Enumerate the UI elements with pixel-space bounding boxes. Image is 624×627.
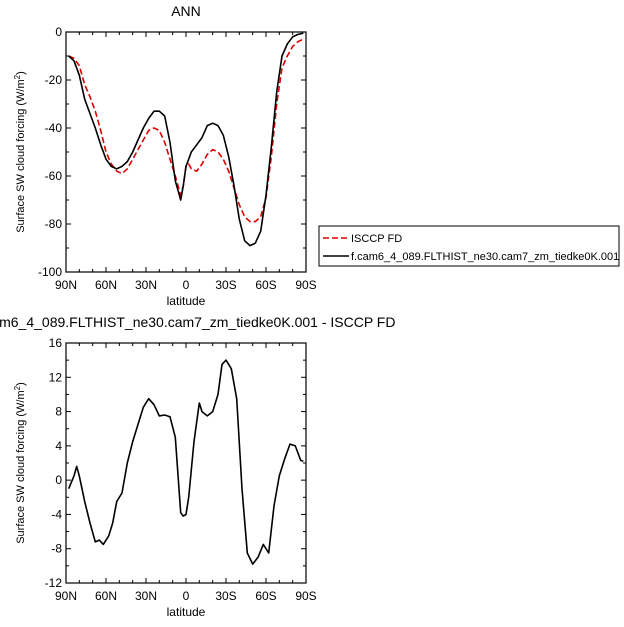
legend: ISCCP FD f.cam6_4_089.FLTHIST_ne30.cam7_z… xyxy=(318,225,620,267)
y-tick-label: -20 xyxy=(45,73,63,87)
x-tick-label: 30N xyxy=(135,589,157,603)
x-tick-label: 30S xyxy=(215,589,236,603)
x-axis-label: latitude xyxy=(167,294,206,308)
legend-entry-label: f.cam6_4_089.FLTHIST_ne30.cam7_zm_tiedke… xyxy=(351,251,619,263)
x-tick-label: 90N xyxy=(55,278,77,292)
y-axis-label-main: Surface SW cloud forcing (W/m xyxy=(15,79,27,232)
series-line-0 xyxy=(67,359,304,565)
y-axis-label-end: ) xyxy=(15,71,27,75)
x-tick-label: 90S xyxy=(295,278,316,292)
chart-title: f.cam6_4_089.FLTHIST_ne30.cam7_zm_tiedke… xyxy=(0,314,395,330)
y-tick-label: 16 xyxy=(49,336,63,350)
chart-difference: f.cam6_4_089.FLTHIST_ne30.cam7_zm_tiedke… xyxy=(0,314,395,619)
y-axis-label-superscript: 2 xyxy=(13,385,22,390)
y-axis-label-superscript: 2 xyxy=(13,74,22,79)
chart-title: ANN xyxy=(171,3,201,19)
x-tick-label: 60S xyxy=(255,589,276,603)
y-tick-label: 0 xyxy=(55,25,62,39)
y-axis-label: Surface SW cloud forcing (W/m2) xyxy=(13,382,27,544)
legend-entry-label: ISCCP FD xyxy=(351,233,402,245)
y-tick-label: 8 xyxy=(55,405,62,419)
series-line-0 xyxy=(68,38,304,223)
y-tick-label: -12 xyxy=(45,576,63,590)
x-tick-label: 30N xyxy=(135,278,157,292)
x-tick-label: 60N xyxy=(95,278,117,292)
y-axis-label-end: ) xyxy=(15,382,27,386)
y-tick-label: -8 xyxy=(51,542,62,556)
y-tick-label: -40 xyxy=(45,121,63,135)
x-tick-label: 60N xyxy=(95,589,117,603)
x-axis-label: latitude xyxy=(167,605,206,619)
y-tick-label: -4 xyxy=(51,507,62,521)
y-tick-label: -80 xyxy=(45,217,63,231)
y-axis-label-main: Surface SW cloud forcing (W/m xyxy=(15,390,27,543)
y-tick-label: 12 xyxy=(49,370,63,384)
x-tick-label: 30S xyxy=(215,278,236,292)
x-tick-label: 0 xyxy=(183,589,190,603)
x-tick-label: 90N xyxy=(55,589,77,603)
y-tick-label: -60 xyxy=(45,169,63,183)
y-axis-label: Surface SW cloud forcing (W/m2) xyxy=(13,71,27,233)
y-tick-label: -100 xyxy=(38,265,62,279)
y-tick-label: 0 xyxy=(55,473,62,487)
series-line-1 xyxy=(68,32,304,247)
x-tick-label: 0 xyxy=(183,278,190,292)
x-tick-label: 60S xyxy=(255,278,276,292)
chart-annual-cloud-forcing: ANN 90N 60N 30N 0 30S 60S 90S -100 -80 -60 -40 -20 0 l… xyxy=(13,3,620,308)
legend-box xyxy=(318,225,620,267)
x-tick-label: 90S xyxy=(295,589,316,603)
y-tick-label: 4 xyxy=(55,439,62,453)
